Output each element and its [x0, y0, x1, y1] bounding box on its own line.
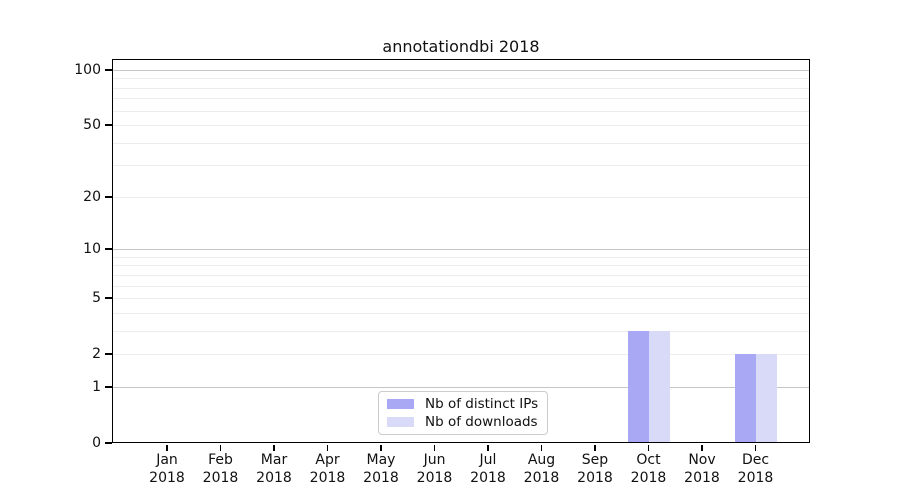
- x-tick-label: Dec: [741, 452, 770, 468]
- x-tick-mark: [701, 444, 703, 451]
- legend-label: Nb of distinct IPs: [425, 396, 539, 412]
- y-tick-label: 100: [74, 62, 101, 78]
- x-tick-mark: [540, 444, 543, 451]
- minor-gridline: [112, 330, 810, 332]
- minor-gridline: [112, 265, 810, 267]
- x-tick-year-label: 2018: [149, 470, 185, 486]
- x-tick-mark: [594, 444, 596, 451]
- minor-gridline: [112, 285, 810, 287]
- legend-item-downloads: Nb of downloads: [387, 414, 538, 430]
- y-tick-mark: [105, 297, 112, 300]
- x-tick-mark: [326, 444, 329, 451]
- x-tick-year-label: 2018: [577, 470, 613, 486]
- x-tick-year-label: 2018: [363, 470, 399, 486]
- x-tick-mark: [219, 444, 222, 451]
- major-gridline: [112, 249, 810, 251]
- bar-downloads-dec: [755, 354, 777, 443]
- legend-swatch-distinct-ips: [387, 399, 414, 409]
- y-tick-label: 50: [83, 117, 101, 134]
- x-tick-mark: [754, 444, 757, 451]
- x-tick-mark: [273, 444, 275, 451]
- x-tick-year-label: 2018: [202, 470, 239, 486]
- minor-gridline: [112, 256, 810, 258]
- y-tick-mark: [105, 196, 112, 198]
- minor-gridline: [112, 125, 810, 127]
- minor-gridline: [112, 87, 810, 89]
- x-tick-year-label: 2018: [630, 470, 667, 486]
- minor-gridline: [112, 98, 810, 100]
- minor-gridline: [112, 312, 810, 314]
- y-tick-label: 20: [83, 188, 101, 205]
- x-tick-mark: [166, 444, 168, 451]
- x-tick-label: Feb: [208, 452, 233, 468]
- x-tick-mark: [647, 444, 650, 451]
- y-tick-mark: [105, 69, 112, 71]
- x-tick-year-label: 2018: [256, 470, 292, 486]
- x-tick-label: Aug: [527, 452, 556, 468]
- y-tick-mark: [105, 353, 112, 356]
- x-tick-label: Apr: [315, 452, 340, 468]
- minor-gridline: [112, 196, 810, 198]
- legend-swatch-downloads: [387, 417, 414, 427]
- x-tick-label: Nov: [688, 452, 716, 468]
- x-tick-label: Jun: [423, 452, 446, 468]
- legend: Nb of distinct IPs Nb of downloads: [378, 391, 549, 435]
- x-tick-year-label: 2018: [523, 470, 560, 486]
- y-tick-mark: [105, 248, 112, 251]
- minor-gridline: [112, 354, 810, 356]
- minor-gridline: [112, 78, 810, 80]
- x-tick-mark: [433, 444, 436, 451]
- minor-gridline: [112, 165, 810, 167]
- x-tick-label: May: [366, 452, 396, 468]
- minor-gridline: [112, 110, 810, 112]
- chart-title: annotationdbi 2018: [382, 37, 540, 56]
- minor-gridline: [112, 274, 810, 276]
- y-tick-label: 0: [92, 435, 101, 451]
- x-tick-label: Jan: [156, 452, 178, 468]
- x-tick-label: Oct: [636, 452, 661, 468]
- minor-gridline: [112, 142, 810, 144]
- bar-distinct-ips-dec: [734, 354, 756, 443]
- y-tick-mark: [105, 124, 112, 127]
- x-tick-year-label: 2018: [470, 470, 506, 486]
- minor-gridline: [112, 298, 810, 300]
- y-tick-mark: [105, 386, 112, 388]
- x-tick-mark: [380, 444, 382, 451]
- x-tick-label: Sep: [581, 452, 609, 468]
- x-tick-year-label: 2018: [309, 470, 346, 486]
- x-tick-label: Jul: [479, 452, 497, 468]
- x-tick-label: Mar: [260, 452, 288, 468]
- y-tick-mark: [105, 442, 112, 444]
- plot-area: [112, 59, 810, 443]
- major-gridline: [112, 386, 810, 388]
- x-tick-year-label: 2018: [684, 470, 720, 486]
- y-tick-label: 10: [83, 241, 101, 258]
- bar-distinct-ips-oct: [627, 330, 649, 443]
- major-gridline: [112, 70, 810, 71]
- y-tick-label: 2: [92, 346, 101, 363]
- bar-downloads-oct: [648, 330, 670, 443]
- x-tick-year-label: 2018: [416, 470, 453, 486]
- legend-item-distinct-ips: Nb of distinct IPs: [387, 396, 538, 412]
- plot-border: [112, 59, 810, 443]
- x-tick-mark: [487, 444, 489, 451]
- x-tick-year-label: 2018: [737, 470, 774, 486]
- y-tick-label: 1: [92, 378, 101, 395]
- y-tick-label: 5: [92, 290, 101, 307]
- legend-label: Nb of downloads: [425, 414, 538, 430]
